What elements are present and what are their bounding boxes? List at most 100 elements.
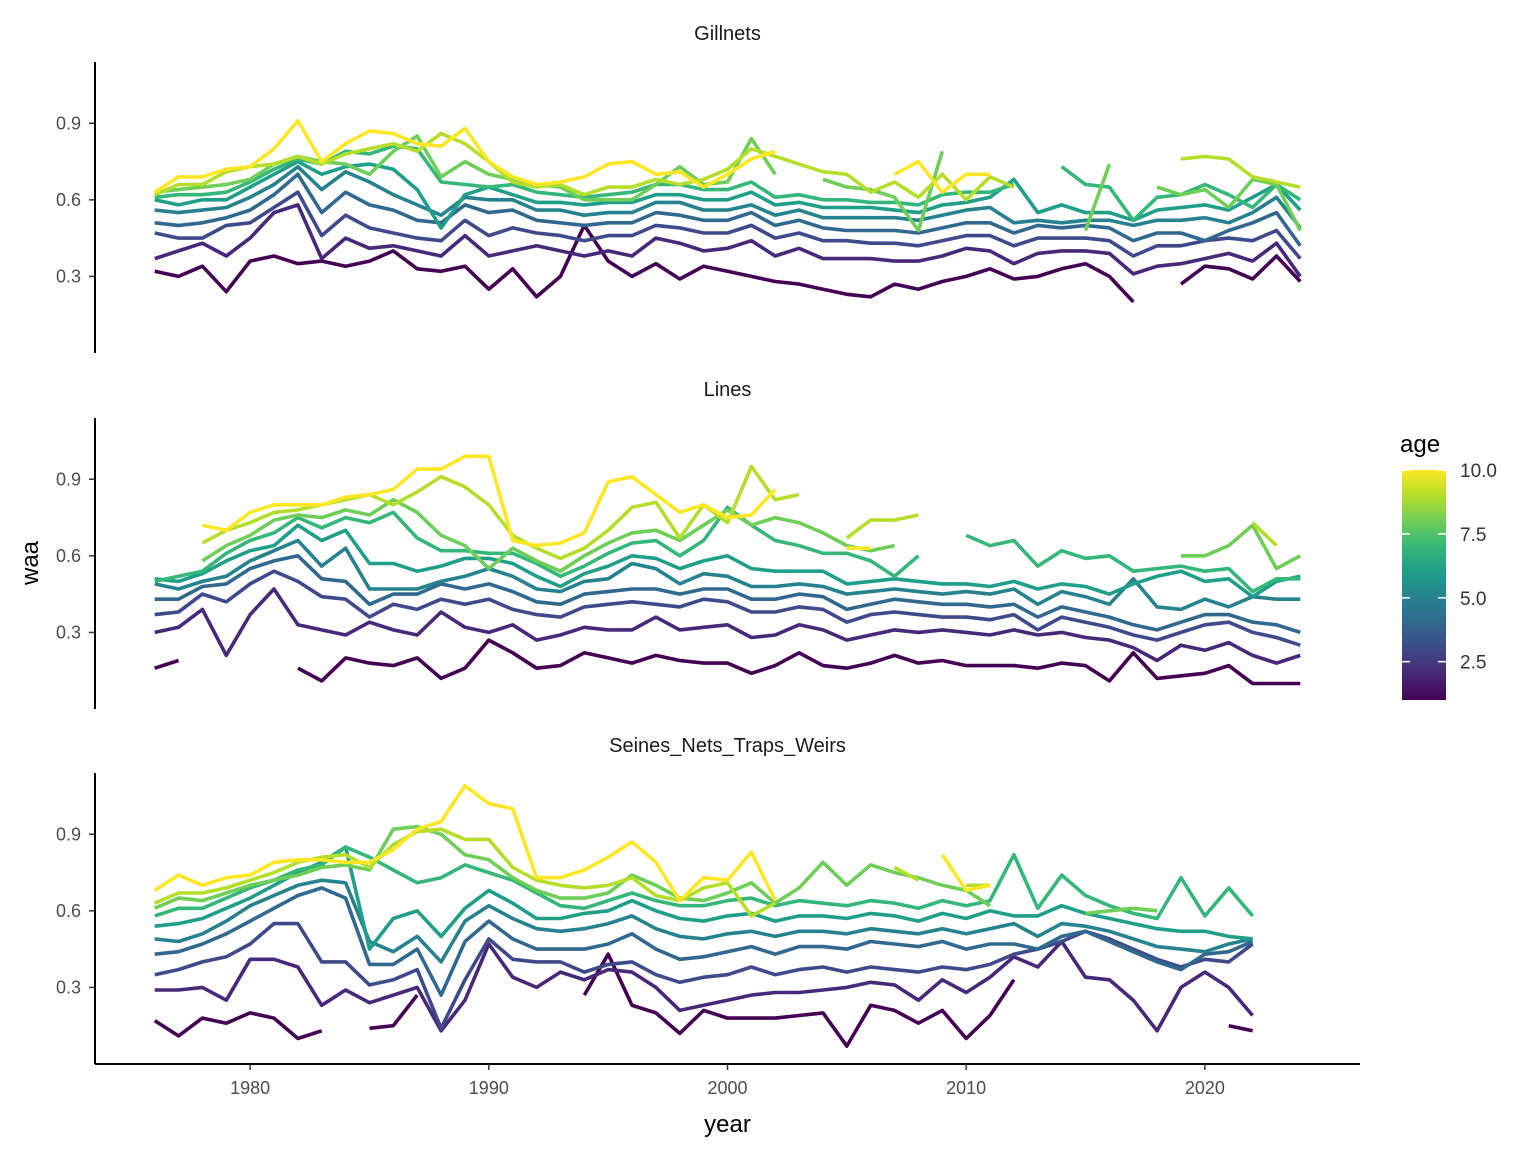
series-line-segment xyxy=(1083,163,1112,232)
series-line-segment xyxy=(154,569,1301,647)
series-age-8 xyxy=(153,824,1158,916)
series-age-6 xyxy=(154,159,1302,230)
series-age-1 xyxy=(154,638,1301,686)
series-line-segment xyxy=(153,118,776,194)
series-line-segment xyxy=(154,658,180,670)
series-line-segment xyxy=(893,865,920,882)
series-line-segment xyxy=(153,131,1015,202)
series-age-2 xyxy=(154,203,1302,278)
y-tick-label: 0.3 xyxy=(56,977,81,997)
panel-title: Seines_Nets_Traps_Weirs xyxy=(609,735,846,757)
y-tick-label: 0.9 xyxy=(56,824,81,844)
series-age-3 xyxy=(154,190,1302,260)
series-age-5 xyxy=(154,878,1253,964)
series-line-segment xyxy=(154,203,1302,278)
x-tick-label: 1990 xyxy=(469,1078,509,1098)
x-tick-label: 1980 xyxy=(230,1078,270,1098)
series-line-segment xyxy=(202,454,777,548)
series-line-segment xyxy=(297,638,1301,686)
legend-tick-label: 2.5 xyxy=(1460,653,1486,674)
series-age-5 xyxy=(154,538,1301,612)
series-age-7 xyxy=(154,845,1254,921)
series-line-segment xyxy=(153,1011,323,1041)
series-line-segment xyxy=(154,886,1254,997)
series-age-4 xyxy=(154,886,1254,997)
legend-ticks: 2.5 5.0 7.5 10.0 xyxy=(1402,461,1497,674)
legend-tick-label: 7.5 xyxy=(1460,525,1486,546)
series-age-3 xyxy=(154,569,1301,647)
legend-tick-label: 10.0 xyxy=(1460,461,1497,482)
y-axis-title: waa xyxy=(17,540,44,586)
series-line-segment xyxy=(153,824,991,910)
x-tick-label: 2020 xyxy=(1185,1078,1225,1098)
series-line-segment xyxy=(153,827,777,918)
series-age-8 xyxy=(201,497,1302,574)
legend-colorbar xyxy=(1402,470,1446,700)
series-age-6 xyxy=(154,523,1301,599)
series-age-2 xyxy=(154,939,1254,1033)
series-line-segment xyxy=(154,223,1135,304)
series-line-segment xyxy=(154,164,1302,230)
panel-gillnets: Gillnets 0.3 0.6 0.9 xyxy=(56,23,1302,353)
series-line-segment xyxy=(893,159,990,194)
series-line-segment xyxy=(154,159,1302,230)
series-line-segment xyxy=(154,505,920,584)
panels-group: Gillnets0.30.60.9Lines0.30.60.9Seines_Ne… xyxy=(56,23,1302,1064)
series-line-segment xyxy=(582,952,1016,1048)
series-line-segment xyxy=(845,513,919,540)
panel-lines: Lines 0.3 0.6 0.9 xyxy=(56,379,1302,709)
series-age-4 xyxy=(154,553,1301,635)
series-line-segment xyxy=(154,190,1302,260)
x-tick-label: 2010 xyxy=(946,1078,986,1098)
series-line-segment xyxy=(1156,177,1302,232)
series-line-segment xyxy=(154,587,1301,665)
y-tick-label: 0.6 xyxy=(56,901,81,921)
series-age-9 xyxy=(201,464,1278,561)
series-line-segment xyxy=(201,464,800,561)
x-axis-title: year xyxy=(704,1111,751,1138)
y-tick-label: 0.9 xyxy=(56,113,81,133)
panel-seines-nets-traps-weirs: Seines_Nets_Traps_Weirs 0.3 0.6 0.9 xyxy=(56,735,1254,1064)
series-line-segment xyxy=(154,878,1253,964)
color-legend: age 2.5 5.0 7.5 10.0 xyxy=(1400,431,1497,700)
series-age-10 xyxy=(153,118,990,194)
series-age-9 xyxy=(153,131,1301,202)
x-axis: 1980 1990 2000 2010 2020 xyxy=(95,1063,1360,1098)
series-line-segment xyxy=(1179,254,1302,286)
y-tick-label: 0.9 xyxy=(56,469,81,489)
legend-tick-label: 5.0 xyxy=(1460,589,1486,610)
series-line-segment xyxy=(201,497,895,574)
series-age-1 xyxy=(153,952,1253,1048)
series-age-3 xyxy=(154,921,1254,1031)
series-line-segment xyxy=(822,150,945,233)
series-age-10 xyxy=(202,454,871,551)
series-line-segment xyxy=(153,783,777,903)
x-tick-label: 2000 xyxy=(707,1078,747,1098)
panel-title: Lines xyxy=(704,379,752,401)
series-line-segment xyxy=(940,853,991,893)
series-line-segment xyxy=(1085,906,1158,916)
series-age-4 xyxy=(154,172,1302,247)
y-tick-label: 0.3 xyxy=(56,622,81,642)
panel-title: Gillnets xyxy=(694,23,761,45)
series-age-5 xyxy=(154,164,1302,230)
series-line-segment xyxy=(1181,523,1302,571)
series-line-segment xyxy=(154,553,1301,635)
series-line-segment xyxy=(965,533,1301,594)
series-line-segment xyxy=(154,921,1254,1031)
y-tick-label: 0.6 xyxy=(56,190,81,210)
series-age-10 xyxy=(153,783,991,903)
y-tick-label: 0.6 xyxy=(56,546,81,566)
series-age-1 xyxy=(154,223,1302,304)
series-line-segment xyxy=(154,172,1302,247)
series-line-segment xyxy=(154,939,1254,1033)
legend-title: age xyxy=(1400,431,1440,458)
series-age-7 xyxy=(154,505,1301,594)
series-line-segment xyxy=(369,993,419,1031)
series-line-segment xyxy=(154,144,1015,207)
series-line-segment xyxy=(154,523,1301,599)
series-line-segment xyxy=(154,845,1254,921)
series-age-2 xyxy=(154,587,1301,665)
series-line-segment xyxy=(1180,154,1301,189)
